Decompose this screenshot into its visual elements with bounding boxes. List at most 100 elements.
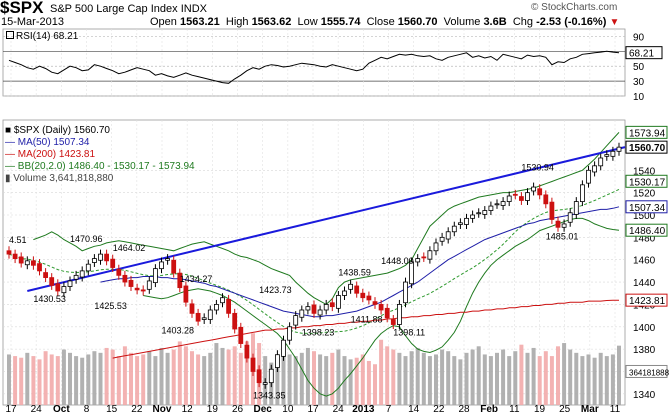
candle-body bbox=[67, 280, 73, 287]
volume-bar bbox=[360, 354, 365, 405]
volume-bar bbox=[135, 356, 140, 405]
bb-legend-text: BB(20,2.0) 1486.40 - 1530.17 - 1573.94 bbox=[17, 161, 195, 172]
volume-bar bbox=[159, 347, 164, 405]
price-annotation: 1485.01 bbox=[546, 232, 579, 242]
candle-body bbox=[183, 285, 189, 303]
volume-bar bbox=[129, 352, 133, 405]
x-tick-label: 2013 bbox=[352, 404, 375, 415]
volume-bar bbox=[116, 356, 121, 405]
x-tick-label: 19 bbox=[534, 404, 546, 415]
down-arrow-icon: ▼ bbox=[609, 17, 620, 28]
change-value: -2.53 (-0.16%) bbox=[536, 16, 607, 28]
candle-body bbox=[335, 295, 341, 309]
x-tick-label: Mar bbox=[581, 404, 599, 415]
open-label: Open bbox=[150, 16, 177, 28]
volume-bar bbox=[275, 359, 280, 405]
volume-bar bbox=[348, 359, 353, 405]
rsi-legend: RSI(14) 68.21 bbox=[6, 31, 78, 42]
volume-bar bbox=[488, 356, 493, 405]
volume-bar bbox=[452, 356, 457, 405]
candle-body bbox=[165, 258, 171, 261]
right-value-label: 1560.70 bbox=[629, 143, 666, 154]
x-tick-label: Nov bbox=[153, 404, 172, 415]
volume-bar bbox=[440, 349, 445, 405]
volume-bar bbox=[525, 352, 530, 405]
volume-bar bbox=[617, 345, 621, 405]
volume-bar bbox=[226, 349, 231, 405]
ma200-legend-item: — MA(200) 1423.81 bbox=[5, 149, 96, 160]
right-value-tag bbox=[625, 200, 668, 214]
volume-bar bbox=[232, 346, 237, 405]
volume-bar bbox=[80, 357, 85, 405]
candle-body bbox=[348, 283, 354, 290]
volume-bar bbox=[598, 352, 603, 405]
volume-bar bbox=[580, 356, 585, 405]
ma200-legend-text: MA(200) 1423.81 bbox=[17, 149, 96, 160]
volume-bar bbox=[446, 351, 451, 405]
x-tick-label: 7 bbox=[386, 404, 392, 415]
candle-body bbox=[616, 146, 622, 152]
candle-body bbox=[378, 304, 384, 311]
candle-body bbox=[342, 290, 347, 296]
volume-bar bbox=[434, 354, 438, 405]
volume-bar bbox=[562, 343, 567, 405]
volume-label: Volume bbox=[443, 16, 481, 28]
candle-body bbox=[250, 357, 256, 372]
volume-bar bbox=[537, 356, 542, 405]
volume-bar bbox=[177, 341, 182, 405]
candle-body bbox=[372, 301, 378, 305]
candle-body bbox=[146, 280, 152, 290]
volume-bar bbox=[141, 354, 146, 405]
volume-bar bbox=[604, 356, 609, 405]
candle-body bbox=[409, 261, 415, 285]
price-annotation: 1448.00 bbox=[381, 256, 414, 266]
x-tick-label: 19 bbox=[207, 404, 219, 415]
security-name: S&P 500 Large Cap Index INDX bbox=[50, 3, 207, 15]
x-tick-label: 25 bbox=[559, 404, 571, 415]
candle-body bbox=[610, 150, 616, 157]
right-value-label: 1530.17 bbox=[629, 177, 666, 188]
ma200-line bbox=[112, 299, 620, 359]
right-value-tag bbox=[625, 223, 668, 237]
ma50-line bbox=[100, 206, 620, 318]
candle-body bbox=[555, 220, 561, 228]
price-annotation: 1434.27 bbox=[180, 274, 213, 284]
right-value-tag bbox=[625, 174, 668, 188]
candle-body bbox=[79, 270, 85, 278]
x-tick-label: 14 bbox=[408, 404, 420, 415]
volume-bar bbox=[476, 346, 481, 405]
price-tick-label: 1540 bbox=[633, 166, 656, 177]
candle-body bbox=[73, 274, 79, 280]
candle-body bbox=[213, 304, 219, 311]
candle-body bbox=[519, 196, 524, 201]
resistance-trendline bbox=[27, 146, 626, 292]
volume-bar bbox=[458, 359, 463, 405]
price-tick-label: 1480 bbox=[633, 233, 656, 244]
candle-body bbox=[134, 287, 140, 291]
candle-body bbox=[396, 304, 402, 325]
x-tick-label: Feb bbox=[480, 404, 498, 415]
candle-body bbox=[457, 222, 463, 225]
volume-bar bbox=[183, 346, 188, 405]
x-tick-label: 24 bbox=[333, 404, 345, 415]
candle-body bbox=[421, 256, 427, 259]
rsi-tick-label: 90 bbox=[633, 32, 645, 43]
x-tick-label: 28 bbox=[458, 404, 470, 415]
candle-body bbox=[506, 195, 512, 202]
volume-bar bbox=[74, 356, 79, 405]
close-label: Close bbox=[366, 16, 395, 28]
quote-date: 15-Mar-2013 bbox=[1, 16, 64, 28]
volume-bar bbox=[586, 354, 591, 405]
candle-body bbox=[201, 317, 207, 320]
price-tick-label: 1520 bbox=[633, 189, 656, 200]
volume-bar bbox=[409, 351, 414, 405]
candle-body bbox=[329, 302, 335, 308]
candle-body bbox=[244, 344, 250, 359]
candle-body bbox=[488, 205, 494, 211]
candle-body bbox=[287, 326, 293, 341]
volume-bar bbox=[92, 351, 97, 405]
volume-bar bbox=[415, 347, 420, 405]
volume-bar bbox=[354, 357, 359, 405]
volume-bar bbox=[391, 349, 396, 405]
